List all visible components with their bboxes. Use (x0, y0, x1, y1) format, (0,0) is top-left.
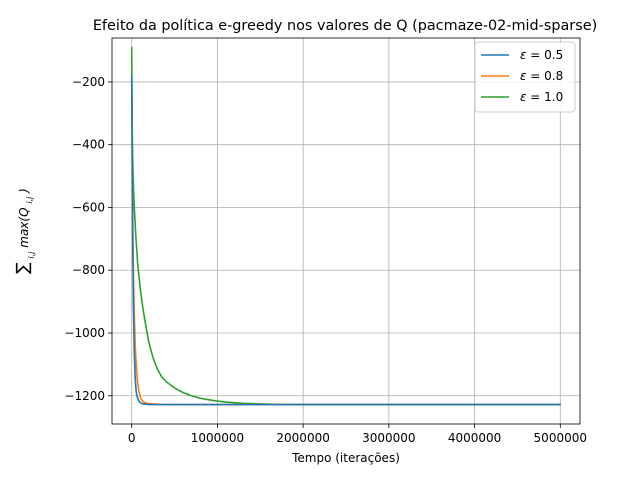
series-line-0-5 (130, 74, 562, 406)
y-axis-label-sum: ∑ (13, 262, 33, 274)
legend-label: 1.0 (544, 90, 563, 104)
y-tick-label: −800 (72, 263, 105, 277)
x-tick-label: 4000000 (448, 431, 501, 445)
x-tick-label: 3000000 (362, 431, 415, 445)
y-axis: −1200 −1000 −800 −600 −400 −200 (64, 75, 112, 403)
x-axis-label: Tempo (iterações) (291, 451, 400, 465)
legend-prefix: ε = (520, 48, 544, 62)
legend-entry: ε = 1.0 (520, 90, 563, 104)
x-axis: 0 1000000 2000000 3000000 4000000 5000000 (128, 424, 587, 445)
y-tick-label: −200 (72, 75, 105, 89)
x-tick-label: 1000000 (191, 431, 244, 445)
x-tick-label: 5000000 (534, 431, 587, 445)
legend: ε = 0.5ε = 0.8ε = 1.0 (474, 41, 576, 113)
legend-prefix: ε = (520, 90, 544, 104)
legend-prefix: ε = (520, 69, 544, 83)
series-group (130, 46, 562, 406)
legend-entry: ε = 0.8 (520, 69, 563, 83)
svg-text:∑ i,j max(Q: ∑ i,j max(Q i,j ) (13, 188, 37, 274)
legend-label: 0.8 (544, 69, 563, 83)
y-tick-label: −400 (72, 138, 105, 152)
legend-label: 0.5 (544, 48, 563, 62)
legend-frame (474, 41, 576, 113)
y-axis-label-close: ) (17, 188, 31, 194)
y-tick-label: −1000 (64, 326, 105, 340)
y-tick-label: −600 (72, 200, 105, 214)
series-line-0-8 (130, 78, 562, 406)
y-axis-label-main-sub: i,j (25, 196, 34, 204)
chart-title: Efeito da política e-greedy nos valores … (93, 18, 597, 34)
axes-frame (111, 37, 581, 425)
legend-entry: ε = 0.5 (520, 48, 563, 62)
y-axis-label-main: max(Q (17, 207, 31, 247)
x-tick-label: 0 (128, 431, 136, 445)
y-axis-label-sum-sub: i,j (27, 251, 36, 259)
y-tick-label: −1200 (64, 389, 105, 403)
x-tick-label: 2000000 (276, 431, 329, 445)
y-axis-label: ∑ i,j max(Q i,j ) (13, 188, 37, 274)
